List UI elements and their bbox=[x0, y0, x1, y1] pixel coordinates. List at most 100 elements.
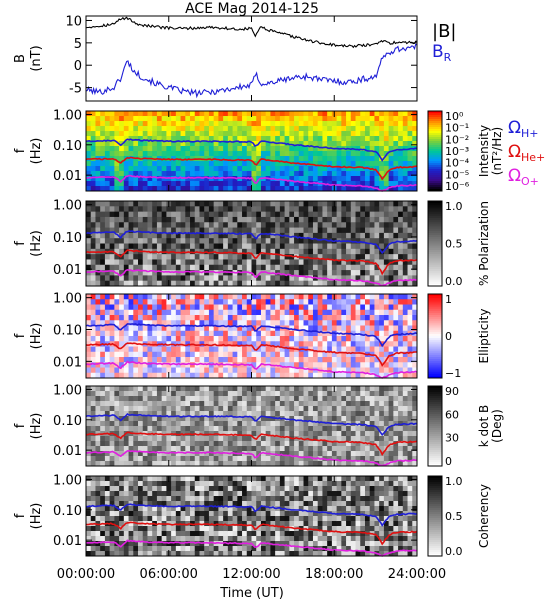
gyrofrequency-line-0 bbox=[85, 138, 418, 162]
colorbar-segment bbox=[428, 279, 442, 283]
colorbar-segment bbox=[428, 333, 442, 337]
gyrofrequency-line-2 bbox=[85, 174, 418, 192]
panel-b-field: 10 5 0 -5 |B|BR B (nT) bbox=[13, 14, 456, 102]
colorbar-frame bbox=[427, 200, 443, 287]
colorbar-tick-label: 10⁻⁵ bbox=[445, 168, 469, 181]
y-tick-label: -5 bbox=[69, 82, 82, 97]
colorbar-segment bbox=[428, 492, 442, 495]
y-tick-label: 1.00 bbox=[53, 108, 82, 123]
colorbar-segment bbox=[428, 125, 442, 128]
y-tick-label: 1.00 bbox=[53, 473, 82, 488]
colorbar-segment bbox=[428, 398, 442, 401]
colorbar-tick-label: 0 bbox=[445, 455, 452, 468]
colorbar-segment bbox=[428, 319, 442, 322]
colorbar-segment bbox=[428, 486, 442, 489]
colorbar-segment bbox=[428, 308, 442, 312]
colorbar-segment bbox=[428, 532, 442, 535]
colorbar-segment bbox=[428, 342, 442, 345]
y-axis-label: f bbox=[13, 333, 28, 338]
gyrofrequency-line-0 bbox=[85, 412, 417, 437]
colorbar-segment bbox=[428, 228, 442, 232]
colorbar-segment bbox=[428, 296, 442, 299]
colorbar-segment bbox=[428, 524, 442, 527]
y-axis-unit: (Hz) bbox=[29, 138, 44, 165]
colorbar-frame bbox=[427, 110, 443, 192]
y-tick-label: 0.10 bbox=[53, 139, 82, 154]
colorbar-segment bbox=[428, 458, 442, 461]
colorbar-tick-label: 10⁻¹ bbox=[445, 122, 469, 135]
colorbar-segment bbox=[428, 344, 442, 347]
colorbar-segment bbox=[428, 179, 442, 182]
colorbar-unit: (nT²/Hz) bbox=[490, 127, 504, 175]
colorbar-segment bbox=[428, 302, 442, 305]
colorbar-segment bbox=[428, 444, 442, 447]
y-tick-label: 0.10 bbox=[53, 231, 82, 246]
colorbar-segment bbox=[428, 300, 442, 303]
colorbar-segment bbox=[428, 442, 442, 445]
colorbar-segment bbox=[428, 478, 442, 481]
colorbar-title: % Polarization bbox=[477, 201, 491, 286]
colorbar-segment bbox=[428, 410, 442, 413]
colorbar-segment bbox=[428, 420, 442, 423]
colorbar-segment bbox=[428, 394, 442, 397]
colorbar-segment bbox=[428, 155, 442, 158]
colorbar-tick-label: 10⁻³ bbox=[445, 145, 469, 158]
colorbar-tick-label: 0.0 bbox=[445, 275, 463, 288]
colorbar-segment bbox=[428, 352, 442, 356]
colorbar-segment bbox=[428, 312, 442, 316]
colorbar-tick-label: 10⁻⁶ bbox=[445, 180, 470, 193]
heatmap-cells bbox=[86, 386, 418, 467]
colorbar-segment bbox=[428, 516, 442, 519]
panel-coherency: 1.00 0.10 0.01 1.0 0.5 0.0 Coherency f (Hz) bbox=[13, 473, 491, 558]
colorbar-segment bbox=[428, 230, 442, 234]
colorbar-segment bbox=[428, 153, 442, 156]
colorbar-segment bbox=[428, 402, 442, 405]
colorbar-segment bbox=[428, 348, 442, 352]
colorbar-segment bbox=[428, 213, 442, 217]
colorbar-segment bbox=[428, 141, 442, 144]
colorbar-segment bbox=[428, 245, 442, 249]
colorbar-segment bbox=[428, 424, 442, 427]
colorbar-segment bbox=[428, 464, 442, 467]
colorbar-segment bbox=[428, 365, 442, 368]
colorbar-tick-label: 60 bbox=[445, 408, 459, 421]
colorbar-segment bbox=[428, 169, 442, 172]
y-axis-unit: (Hz) bbox=[29, 323, 44, 350]
gyrofrequency-line-0 bbox=[85, 503, 418, 527]
colorbar-segment bbox=[428, 452, 442, 455]
colorbar-segment bbox=[428, 283, 442, 287]
y-axis-unit: (Hz) bbox=[29, 503, 44, 530]
colorbar-segment bbox=[428, 325, 442, 329]
colorbar: 1.0 0.5 0.0 Coherency bbox=[427, 475, 491, 558]
gyrofrequency-line-1 bbox=[85, 521, 418, 546]
colorbar-tick-label: 1.0 bbox=[445, 200, 463, 213]
colorbar-segment bbox=[428, 262, 442, 266]
colorbar-segment bbox=[428, 363, 442, 366]
gyrofrequency-line-2 bbox=[85, 268, 417, 287]
y-tick-label: 0.10 bbox=[53, 414, 82, 429]
colorbar-segment bbox=[428, 357, 442, 360]
colorbar-title: Ellipticity bbox=[477, 309, 491, 364]
colorbar-segment bbox=[428, 367, 442, 371]
legend-br-subscript: R bbox=[444, 51, 452, 64]
colorbar-segment bbox=[428, 159, 442, 162]
colorbar-segment bbox=[428, 546, 442, 549]
colorbar-segment bbox=[428, 275, 442, 279]
colorbar-segment bbox=[428, 408, 442, 411]
colorbar-segment bbox=[428, 540, 442, 543]
colorbar-segment bbox=[428, 273, 442, 276]
colorbar-tick-label: 0.5 bbox=[445, 238, 463, 251]
colorbar-segment bbox=[428, 500, 442, 503]
gyrofrequency-line-1 bbox=[85, 156, 418, 181]
x-axis-label: Time (UT) bbox=[219, 586, 284, 600]
colorbar-segment bbox=[428, 494, 442, 497]
x-tick-label: 06:00:00 bbox=[140, 567, 198, 582]
colorbar-segment bbox=[428, 404, 442, 407]
colorbar-segment bbox=[428, 346, 442, 350]
gyrofrequency-line-2 bbox=[86, 539, 418, 557]
y-axis-unit: (Hz) bbox=[29, 413, 44, 440]
colorbar-segment bbox=[428, 396, 442, 399]
colorbar-segment bbox=[428, 476, 442, 479]
